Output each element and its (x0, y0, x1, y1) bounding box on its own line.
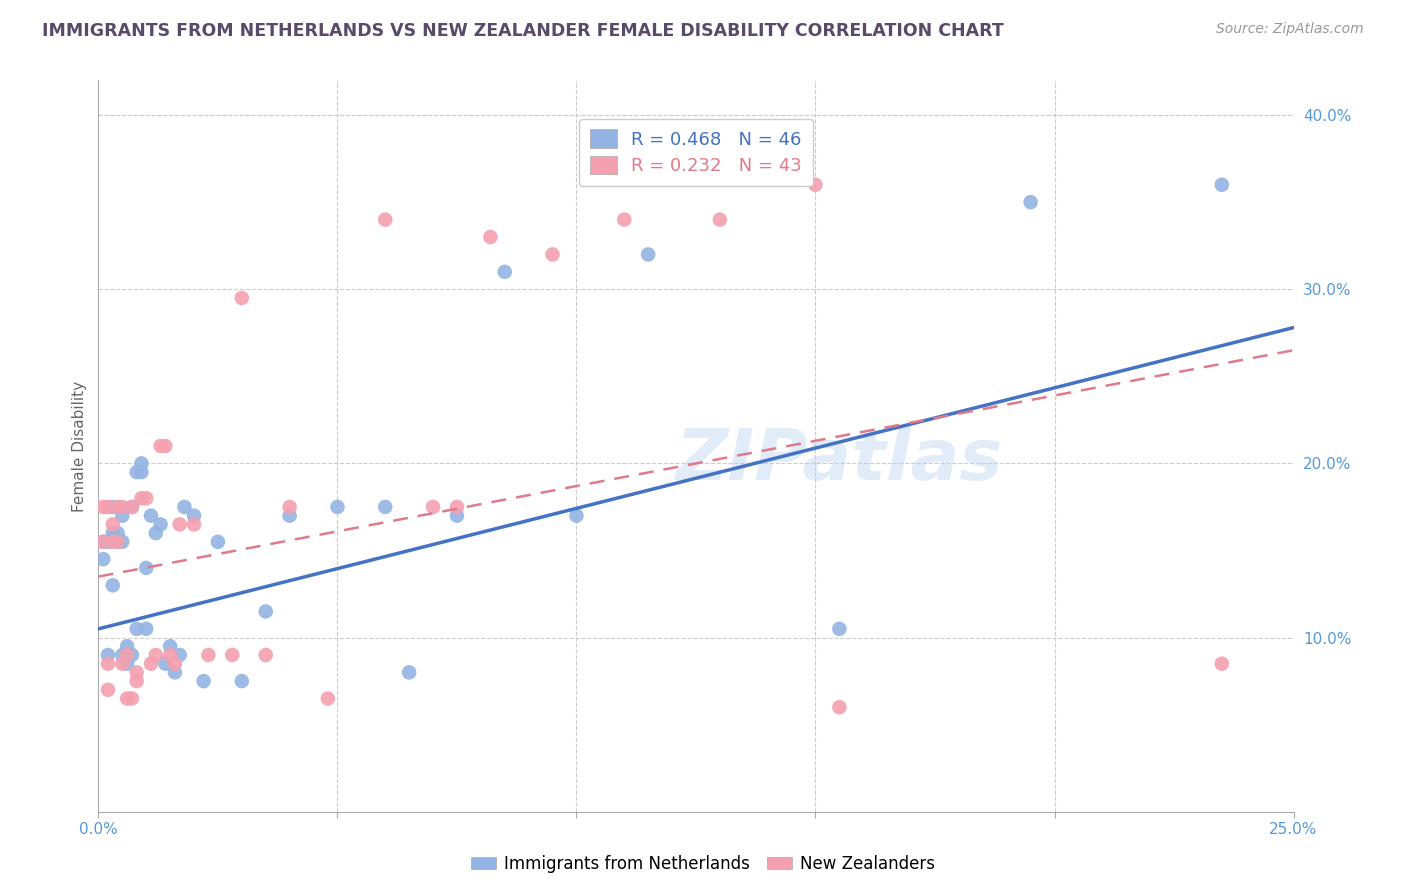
Point (494, 265, 516, 279)
Point (101, 526, 124, 541)
Point (111, 508, 134, 523)
Point (326, 500, 349, 514)
Point (111, 534, 134, 549)
Point (101, 534, 124, 549)
Point (107, 534, 129, 549)
Point (374, 500, 396, 514)
Point (97, 534, 120, 549)
Point (207, 534, 229, 549)
Point (637, 247, 659, 261)
Point (131, 491, 153, 506)
Point (169, 517, 191, 532)
Point (183, 508, 205, 523)
Point (254, 604, 277, 618)
Point (316, 691, 339, 706)
Point (125, 622, 148, 636)
Point (565, 508, 588, 523)
Point (163, 665, 186, 680)
Point (101, 517, 124, 532)
Point (149, 439, 172, 453)
Point (97, 682, 120, 697)
Point (159, 640, 181, 654)
Point (479, 230, 502, 244)
Point (804, 178, 827, 192)
Point (135, 561, 157, 575)
Point (115, 691, 138, 706)
Point (97, 648, 120, 662)
Point (145, 526, 167, 541)
Point (111, 648, 134, 662)
Point (115, 640, 138, 654)
Point (183, 517, 205, 532)
Legend: Immigrants from Netherlands, New Zealanders: Immigrants from Netherlands, New Zealand… (464, 848, 942, 880)
Point (155, 439, 177, 453)
Point (107, 526, 129, 541)
Point (422, 500, 444, 514)
Point (111, 657, 134, 671)
Point (91, 552, 114, 566)
Point (1211, 657, 1233, 671)
Point (115, 657, 138, 671)
Point (145, 648, 167, 662)
Point (374, 212, 396, 227)
Point (155, 657, 177, 671)
Point (101, 500, 124, 514)
Point (97, 657, 120, 671)
Point (139, 508, 162, 523)
Point (163, 657, 186, 671)
Point (125, 465, 148, 479)
Point (149, 517, 172, 532)
Point (828, 622, 851, 636)
Point (91, 534, 114, 549)
Point (221, 648, 243, 662)
Point (231, 291, 253, 305)
Point (1211, 178, 1233, 192)
Point (828, 700, 851, 714)
Point (193, 674, 215, 689)
Point (169, 648, 191, 662)
Point (1019, 195, 1042, 210)
Point (125, 674, 148, 689)
Point (135, 622, 157, 636)
Point (173, 500, 195, 514)
Point (121, 500, 143, 514)
Legend: R = 0.468   N = 46, R = 0.232   N = 43: R = 0.468 N = 46, R = 0.232 N = 43 (579, 119, 813, 186)
Point (613, 212, 636, 227)
Text: IMMIGRANTS FROM NETHERLANDS VS NEW ZEALANDER FEMALE DISABILITY CORRELATION CHART: IMMIGRANTS FROM NETHERLANDS VS NEW ZEALA… (42, 22, 1004, 40)
Point (135, 491, 157, 506)
Point (159, 648, 181, 662)
Point (115, 648, 138, 662)
Point (125, 665, 148, 680)
Y-axis label: Female Disability: Female Disability (72, 380, 87, 512)
Point (278, 508, 301, 523)
Point (91, 500, 114, 514)
Point (111, 500, 134, 514)
Point (231, 674, 253, 689)
Point (278, 500, 301, 514)
Point (398, 665, 420, 680)
Point (197, 648, 219, 662)
Point (121, 691, 143, 706)
Point (541, 247, 564, 261)
Point (254, 648, 277, 662)
Point (107, 534, 129, 549)
Point (709, 212, 731, 227)
Point (91, 534, 114, 549)
Point (97, 500, 120, 514)
Point (121, 648, 143, 662)
Point (101, 578, 124, 592)
Point (121, 500, 143, 514)
Point (446, 508, 468, 523)
Point (131, 465, 153, 479)
Text: Source: ZipAtlas.com: Source: ZipAtlas.com (1216, 22, 1364, 37)
Text: ZIPatlas: ZIPatlas (676, 426, 1002, 495)
Point (446, 500, 468, 514)
Point (107, 500, 129, 514)
Point (139, 657, 162, 671)
Point (131, 457, 153, 471)
